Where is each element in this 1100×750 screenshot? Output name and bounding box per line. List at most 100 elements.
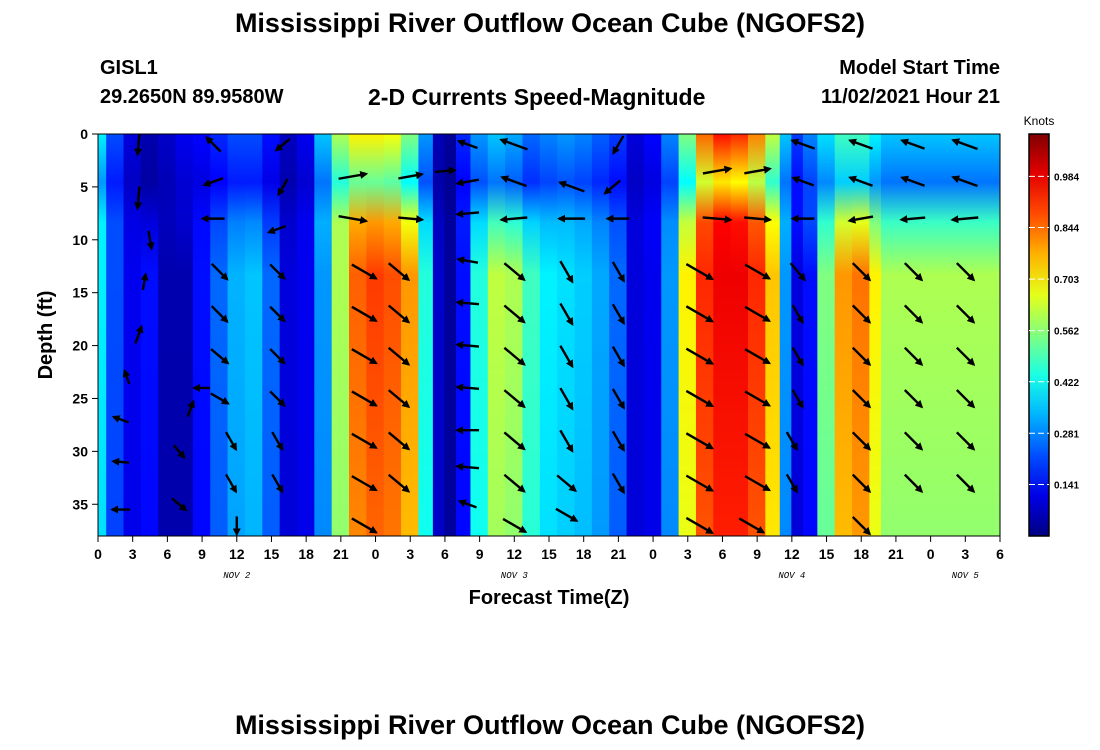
- heat-column: [765, 134, 781, 536]
- x-day-label: NOV 4: [778, 571, 805, 581]
- colorbar-tick-label: 0.703: [1054, 275, 1079, 286]
- current-vector: [456, 139, 478, 150]
- x-tick-label: 21: [333, 546, 349, 562]
- current-vector: [186, 399, 195, 417]
- current-vector: [210, 392, 230, 405]
- heat-column: [626, 134, 645, 536]
- current-vector: [503, 304, 526, 324]
- current-vector: [269, 305, 286, 323]
- x-tick-label: 21: [888, 546, 904, 562]
- current-vector: [851, 346, 872, 367]
- current-vector: [387, 346, 411, 366]
- current-vector: [744, 348, 772, 365]
- current-vector: [271, 431, 284, 452]
- current-vector: [338, 215, 369, 224]
- current-vector: [387, 389, 411, 409]
- current-vector: [455, 298, 480, 307]
- current-vector: [955, 389, 976, 409]
- current-vector: [224, 431, 238, 452]
- y-tick-label: 10: [72, 232, 88, 248]
- chart-title: 2-D Currents Speed-Magnitude: [368, 84, 706, 110]
- current-vector: [851, 389, 872, 409]
- x-tick-label: 0: [372, 546, 380, 562]
- heat-column: [418, 134, 434, 536]
- current-vector: [351, 432, 378, 449]
- y-tick-label: 35: [72, 496, 88, 512]
- current-vector: [558, 180, 585, 193]
- current-vector: [789, 262, 806, 282]
- x-tick-label: 0: [649, 546, 657, 562]
- current-vector: [744, 263, 772, 280]
- current-vector: [398, 171, 425, 180]
- current-vector: [847, 215, 874, 224]
- current-vector: [951, 138, 978, 151]
- current-vector: [277, 178, 289, 197]
- heat-column: [244, 134, 264, 536]
- current-vector: [205, 136, 222, 153]
- current-vector: [685, 474, 715, 492]
- current-vector: [559, 387, 574, 411]
- x-tick-label: 9: [476, 546, 484, 562]
- current-vector: [955, 304, 976, 324]
- current-vector: [266, 225, 287, 234]
- current-vector: [851, 304, 872, 324]
- station-coordinates: 29.2650N 89.9580W: [100, 86, 284, 108]
- current-vector: [351, 475, 378, 492]
- speed-heatmap: [98, 134, 1000, 536]
- current-vector: [791, 304, 804, 325]
- current-vector: [744, 390, 772, 407]
- current-vector: [503, 389, 526, 409]
- y-tick-label: 15: [72, 285, 88, 301]
- heat-column: [522, 134, 541, 536]
- heat-column: [227, 134, 246, 536]
- current-vector: [111, 457, 130, 466]
- current-vector: [455, 383, 480, 392]
- current-vector: [503, 262, 526, 282]
- heat-column: [432, 134, 446, 536]
- current-vector: [851, 262, 872, 282]
- current-vector: [611, 430, 625, 453]
- heat-column: [643, 134, 663, 536]
- current-vector: [612, 135, 625, 155]
- heat-column: [880, 134, 1000, 536]
- x-tick-label: 12: [229, 546, 245, 562]
- heat-column: [791, 134, 804, 536]
- y-tick-label: 30: [72, 443, 88, 459]
- current-vector: [210, 348, 230, 365]
- current-vector: [744, 215, 773, 224]
- colorbar-tick-label: 0.141: [1054, 480, 1079, 491]
- heat-column: [713, 134, 732, 536]
- current-vector: [134, 134, 143, 157]
- x-tick-label: 18: [853, 546, 869, 562]
- heat-column: [557, 134, 576, 536]
- heat-column: [609, 134, 628, 536]
- heat-column: [834, 134, 854, 536]
- current-vector: [744, 305, 772, 322]
- heat-column: [106, 134, 125, 536]
- current-vector: [351, 263, 378, 280]
- current-vector: [685, 432, 715, 450]
- current-vector: [738, 517, 766, 534]
- current-vector: [387, 262, 411, 282]
- current-vector: [685, 516, 715, 534]
- current-vector: [611, 346, 625, 368]
- heat-column: [470, 134, 489, 536]
- current-vector: [685, 347, 715, 365]
- station-id: GISL1: [100, 57, 158, 79]
- heat-column: [366, 134, 385, 536]
- heat-column: [591, 134, 611, 536]
- current-vector: [950, 215, 979, 224]
- heat-column: [487, 134, 507, 536]
- colorbar-label: Knots: [1024, 114, 1055, 128]
- current-vector: [559, 302, 574, 326]
- current-vector: [611, 472, 625, 495]
- current-vector: [111, 415, 130, 424]
- current-vector: [351, 517, 378, 534]
- colorbar: Knots 0.984 0.844 0.703 0.562 0.422 0.281 0.141: [1024, 114, 1079, 537]
- x-tick-label: 6: [996, 546, 1004, 562]
- current-vector: [351, 390, 378, 407]
- x-tick-label: 0: [94, 546, 102, 562]
- current-vector: [611, 261, 625, 283]
- x-tick-label: 3: [406, 546, 414, 562]
